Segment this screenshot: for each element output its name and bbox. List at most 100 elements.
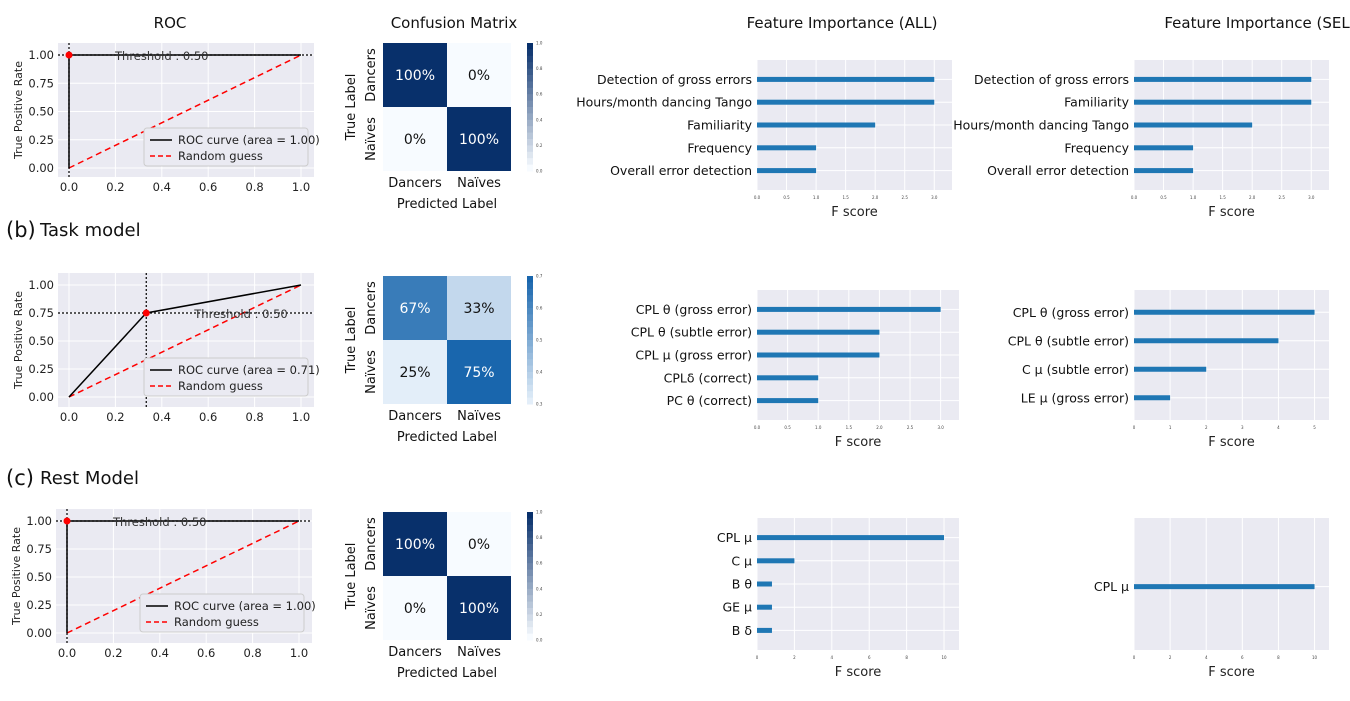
matrix-cell-label: 33% [463, 301, 494, 317]
matrix-cell [383, 43, 447, 107]
legend: ROC curve (area = 1.00) Random guess [139, 593, 316, 633]
colorbar-tick-label: 0.4 [536, 370, 543, 375]
x-tick-label: 6 [868, 655, 871, 660]
x-tick-label: 1.0 [815, 425, 822, 430]
feature-name-label: CPL μ [1094, 579, 1129, 594]
colorbar-segment [527, 49, 533, 57]
fi_all_c-bars: 0 2 4 6 8 10 CPL μ C μ B θ GE μ B δ F score [717, 518, 959, 680]
colorbar-segment [527, 126, 533, 134]
x-tick-label: 4 [831, 655, 834, 660]
colorbar-segment [527, 365, 533, 373]
x-tick-label: 0.6 [199, 410, 217, 424]
matrix-cell [447, 512, 511, 576]
matrix-col-tick-label: Dancers [388, 176, 442, 191]
x-tick-label: 0.0 [754, 425, 761, 430]
colorbar-segment [527, 391, 533, 399]
x-tick-label: 0.8 [245, 180, 263, 194]
x-axis-label: F score [831, 205, 878, 220]
matrix-cell-label: 67% [399, 301, 430, 317]
x-tick-label: 2.5 [1279, 195, 1286, 200]
x-tick-label: 0.5 [784, 425, 791, 430]
colorbar-segment [527, 288, 533, 296]
matrix-x-axis-label: Predicted Label [397, 197, 497, 212]
feature-bar [757, 99, 935, 105]
legend-random-label: Random guess [178, 379, 263, 393]
x-tick-label: 1.5 [1219, 195, 1226, 200]
colorbar-segment [527, 601, 533, 609]
feature-name-label: Overall error detection [610, 163, 752, 178]
feature-bar [757, 581, 772, 587]
x-tick-label: 0.0 [60, 410, 78, 424]
colorbar-segment [527, 556, 533, 564]
colorbar-tick-label: 0.7 [536, 274, 543, 279]
x-tick-label: 1.0 [290, 646, 308, 660]
feature-bar [757, 375, 819, 381]
feature-bar [757, 604, 772, 610]
threshold-label: Threshold : 0.50 [114, 49, 208, 63]
x-tick-label: 1 [1169, 425, 1172, 430]
colorbar-segment [527, 68, 533, 76]
x-tick-label: 4 [1205, 655, 1208, 660]
colorbar-segment [527, 282, 533, 290]
matrix-cell-label: 0% [404, 601, 426, 617]
matrix-cell [383, 340, 447, 404]
feature-name-label: GE μ [722, 600, 752, 615]
x-tick-label: 2 [1205, 425, 1208, 430]
matrix-cell [383, 107, 447, 171]
threshold-point [142, 309, 150, 317]
feature-bar [1134, 309, 1315, 315]
feature-bar [757, 122, 876, 128]
matrix-cell [447, 340, 511, 404]
x-tick-label: 0.5 [783, 195, 790, 200]
y-tick-label: 0.25 [28, 133, 54, 147]
x-tick-label: 1.5 [846, 425, 853, 430]
threshold-point [65, 51, 73, 59]
colorbar-segment [527, 620, 533, 628]
y-tick-label: 0.50 [28, 105, 54, 119]
matrix-row-tick-label: Dancers [364, 517, 379, 571]
matrix-row-tick-label: Dancers [364, 48, 379, 102]
feature-bar [757, 145, 817, 151]
feature-name-label: Detection of gross errors [597, 72, 752, 87]
roc_b-plot: 0.0 0.2 0.4 0.6 0.8 1.0 0.00 0.25 0.50 0.75 1.00Tr… [12, 273, 320, 424]
x-tick-label: 2.5 [907, 425, 914, 430]
colorbar-segment [527, 55, 533, 63]
matrix-cell [383, 276, 447, 340]
random-guess-line [68, 284, 302, 398]
matrix-cell-label: 0% [468, 537, 490, 553]
feature-name-label: CPL θ (gross error) [1013, 305, 1129, 320]
random-guess-line [66, 520, 300, 634]
x-tick-label: 0 [756, 655, 759, 660]
feature-bar [1134, 366, 1207, 372]
legend-box [139, 593, 305, 633]
feature-name-label: CPL θ (gross error) [636, 302, 752, 317]
y-tick-label: 1.00 [26, 514, 52, 528]
x-tick-label: 4 [1277, 425, 1280, 430]
x-tick-label: 0.4 [153, 410, 171, 424]
y-tick-label: 0.50 [26, 570, 52, 584]
col-title-fi-all: Feature Importance (ALL) [747, 14, 938, 32]
colorbar-segment [527, 550, 533, 558]
colorbar-segment [527, 608, 533, 615]
legend-roc-label: ROC curve (area = 0.71) [178, 363, 320, 377]
matrix-cell-label: 25% [399, 365, 430, 381]
x-tick-label: 1.0 [1190, 195, 1197, 200]
x-tick-label: 2 [1169, 655, 1172, 660]
y-tick-label: 0.25 [28, 362, 54, 376]
feature-bar [1134, 338, 1279, 344]
y-tick-label: 1.00 [28, 48, 54, 62]
col-title-roc: ROC [154, 14, 187, 32]
colorbar-segment [527, 132, 533, 140]
matrix-col-tick-label: Dancers [388, 645, 442, 660]
colorbar-segment [527, 308, 533, 315]
row-b-letter: (b) [6, 218, 36, 242]
y-axis-label: True Positive Rate [10, 527, 23, 626]
matrix-y-axis-label: True Label [344, 74, 359, 142]
matrix-cell [383, 576, 447, 640]
matrix-row-tick-label: Naïves [364, 117, 379, 161]
matrix-cell-label: 100% [459, 601, 499, 617]
colorbar-segment [527, 531, 533, 539]
feature-bar [757, 627, 772, 633]
x-axis-label: F score [835, 665, 882, 680]
feature-name-label: C μ (subtle error) [1022, 362, 1129, 377]
